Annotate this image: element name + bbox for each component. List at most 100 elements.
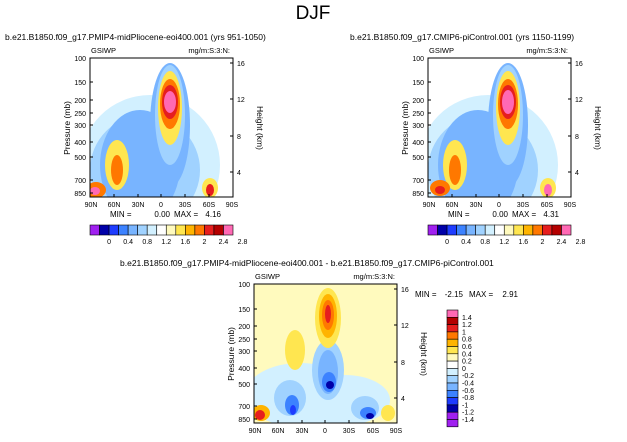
panel-3-htick: 16 bbox=[401, 287, 409, 294]
colorbar-1-box bbox=[223, 224, 234, 236]
colorbar-3-box bbox=[446, 331, 459, 340]
colorbar-3-label: 1.2 bbox=[462, 322, 472, 329]
panel-2-xtick: 60N bbox=[446, 202, 459, 209]
colorbar-3-box bbox=[446, 309, 459, 318]
panel-2-x-ticks: 90N 60N 30N 0 30S 60S 90S bbox=[423, 202, 577, 209]
panel-3-htick: 4 bbox=[401, 396, 405, 403]
p3-neg-tower-min bbox=[326, 381, 334, 389]
colorbar-2-box bbox=[465, 224, 476, 236]
colorbar-3-box bbox=[446, 411, 459, 420]
colorbar-3-label: 0.4 bbox=[462, 351, 472, 358]
panel-2-ytick: 500 bbox=[412, 155, 424, 162]
colorbar-3-label: -1.2 bbox=[462, 410, 474, 417]
colorbar-2-label: 2 bbox=[540, 239, 544, 246]
colorbar-1-label: 0.8 bbox=[142, 239, 152, 246]
panel-1-ytick: 700 bbox=[74, 178, 86, 185]
panel-1-xtick: 0 bbox=[159, 202, 163, 209]
colorbar-1-box bbox=[175, 224, 186, 236]
colorbar-3-label: 1 bbox=[462, 329, 466, 336]
panel-3-ytick: 300 bbox=[238, 349, 250, 356]
colorbar-2-box bbox=[456, 224, 467, 236]
panel-1-y-ticks: 100 150 200 250 300 400 500 700 850 bbox=[74, 56, 86, 198]
p2-midlat-s-core bbox=[544, 184, 552, 196]
panel-2-xtick: 30N bbox=[470, 202, 483, 209]
panel-3-field bbox=[254, 284, 397, 423]
panel-3-xtick: 30S bbox=[343, 428, 356, 435]
panel-2-max-label: MAX = bbox=[512, 210, 537, 219]
p1-midlat-s-core bbox=[206, 184, 214, 196]
panel-1-ytick: 200 bbox=[74, 98, 86, 105]
panel-1-ytick: 100 bbox=[74, 56, 86, 63]
panel-1-left-label: GSIWP bbox=[91, 46, 116, 55]
colorbar-3-box bbox=[446, 389, 459, 398]
panel-2-xtick: 0 bbox=[497, 202, 501, 209]
panel-3-ytick: 200 bbox=[238, 324, 250, 331]
colorbar-2-label: 1.2 bbox=[499, 239, 509, 246]
panel-3-xtick: 60N bbox=[272, 428, 285, 435]
panel-2-field bbox=[428, 58, 571, 197]
p1-tower-core bbox=[164, 91, 176, 113]
panel-2-min-value: 0.00 bbox=[492, 210, 508, 219]
panel-3-htick: 8 bbox=[401, 360, 405, 367]
panel-2-y-ticks: 100 150 200 250 300 400 500 700 850 bbox=[412, 56, 424, 198]
colorbar-2-box bbox=[494, 224, 505, 236]
colorbar-2-box bbox=[437, 224, 448, 236]
panel-2-min-label: MIN = bbox=[448, 210, 470, 219]
panel-1-ytick: 300 bbox=[74, 123, 86, 130]
p1-midlat-n-core bbox=[111, 155, 123, 185]
colorbar-3-label: -0.6 bbox=[462, 388, 474, 395]
panel-2-htick: 8 bbox=[575, 134, 579, 141]
colorbar-3-label: 0.8 bbox=[462, 337, 472, 344]
colorbar-2-label: 0 bbox=[445, 239, 449, 246]
colorbar-2-box bbox=[484, 224, 496, 236]
panel-3-ylabel-right: Height (km) bbox=[419, 332, 429, 376]
colorbar-2-box bbox=[513, 224, 524, 236]
panel-1-xtick: 30S bbox=[179, 202, 192, 209]
panel-2-left-label: GSIWP bbox=[429, 46, 454, 55]
panel-3-min-value: -2.15 bbox=[445, 290, 464, 299]
colorbar-1-box bbox=[127, 224, 138, 236]
panel-2-xtick: 90S bbox=[564, 202, 577, 209]
p1-polar-n-core bbox=[90, 187, 100, 195]
panel-2-ytick: 200 bbox=[412, 98, 424, 105]
colorbar-1-label: 2.4 bbox=[219, 239, 229, 246]
colorbar-panel-3: 1.41.210.80.60.40.20-0.2-0.4-0.6-0.8-1-1… bbox=[446, 309, 474, 428]
panel-3-xtick: 90S bbox=[390, 428, 403, 435]
colorbar-1-box bbox=[89, 224, 100, 236]
panel-3-ytick: 850 bbox=[238, 417, 250, 424]
panel-3-x-ticks: 90N 60N 30N 0 30S 60S 90S bbox=[249, 428, 403, 435]
colorbar-3-box bbox=[446, 360, 459, 369]
colorbar-3-label: -1 bbox=[462, 402, 468, 409]
panel-3-left-label: GSIWP bbox=[255, 272, 280, 281]
colorbar-3-box bbox=[446, 346, 459, 355]
panel-2-ytick: 700 bbox=[412, 178, 424, 185]
panel-3-htick: 12 bbox=[401, 323, 409, 330]
panel-1-ylabel: Pressure (mb) bbox=[62, 101, 72, 155]
colorbar-3-box bbox=[446, 353, 459, 362]
colorbar-1-box bbox=[146, 224, 158, 236]
panel-3: b.e21.B1850.f09_g17.PMIP4-midPliocene-eo… bbox=[120, 258, 519, 435]
panel-1-ytick: 850 bbox=[74, 191, 86, 198]
colorbar-3-box bbox=[446, 404, 459, 413]
panel-2-ylabel: Pressure (mb) bbox=[400, 101, 410, 155]
colorbar-2-label: 1.6 bbox=[518, 239, 528, 246]
colorbar-1-box bbox=[204, 224, 215, 236]
panel-2-axis-ticks bbox=[428, 57, 571, 197]
colorbar-1-box bbox=[118, 224, 129, 236]
colorbar-panel-1: 0 0.4 0.8 1.2 1.6 2 2.4 2.8 bbox=[89, 224, 248, 246]
panel-3-xtick: 0 bbox=[323, 428, 327, 435]
panel-1-max-label: MAX = bbox=[174, 210, 199, 219]
colorbar-3-label: 0 bbox=[462, 366, 466, 373]
panel-1-xtick: 60S bbox=[203, 202, 216, 209]
colorbar-2-label: 0.8 bbox=[480, 239, 490, 246]
panel-1-min-value: 0.00 bbox=[154, 210, 170, 219]
colorbar-2-box bbox=[561, 224, 572, 236]
panel-3-ytick: 500 bbox=[238, 382, 250, 389]
colorbar-3-label: 0.6 bbox=[462, 344, 472, 351]
colorbar-2-label: 2.8 bbox=[576, 239, 586, 246]
panel-2-ytick: 850 bbox=[412, 191, 424, 198]
colorbar-2-box bbox=[475, 224, 486, 236]
p3-pos-polar-n-core bbox=[255, 410, 265, 420]
colorbar-3-box bbox=[446, 368, 459, 376]
p3-neg-s-dark bbox=[366, 413, 374, 419]
